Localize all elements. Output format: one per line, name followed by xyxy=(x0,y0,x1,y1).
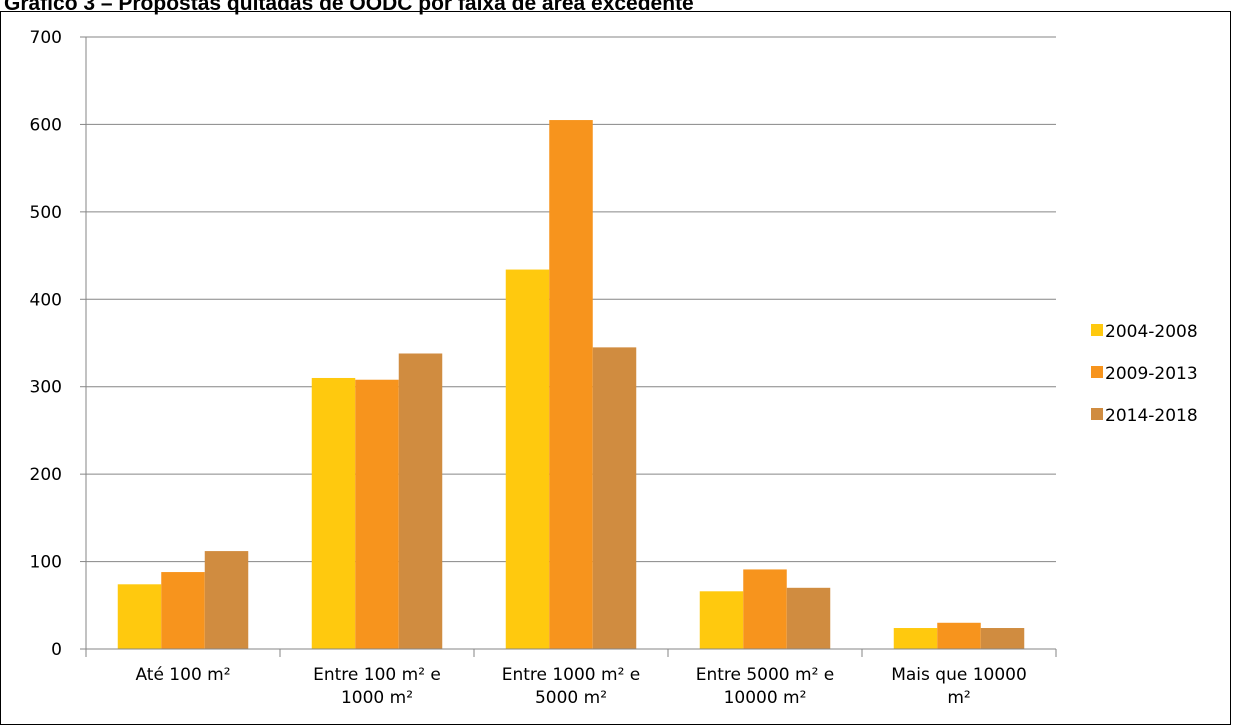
legend-label: 2014-2018 xyxy=(1105,406,1198,426)
y-tick-label: 100 xyxy=(30,553,62,573)
x-category-label: Até 100 m² xyxy=(135,665,230,685)
bar xyxy=(699,591,744,649)
y-tick-label: 500 xyxy=(30,203,62,223)
bar xyxy=(549,120,593,650)
x-category-label: Mais que 10000 xyxy=(891,665,1027,685)
legend-label: 2009-2013 xyxy=(1105,364,1198,384)
x-category-label: Entre 5000 m² e xyxy=(696,665,835,685)
x-category-label: 1000 m² xyxy=(341,688,413,708)
y-tick-label: 300 xyxy=(30,378,62,398)
bar xyxy=(355,379,399,649)
y-tick-label: 200 xyxy=(30,465,62,485)
x-category-label: 10000 m² xyxy=(724,688,807,708)
y-tick-label: 400 xyxy=(30,290,62,310)
x-category-label: m² xyxy=(947,688,970,708)
y-axis: 0 100 200 300 400 500 600 700 xyxy=(30,28,87,660)
bar xyxy=(937,622,981,649)
bars xyxy=(117,120,1025,650)
x-category-label: Entre 100 m² e xyxy=(313,665,441,685)
bar xyxy=(893,628,938,649)
y-tick-label: 600 xyxy=(30,115,62,135)
bar xyxy=(398,353,443,649)
bar xyxy=(204,551,249,649)
bar xyxy=(592,347,637,649)
y-tick-label: 0 xyxy=(51,640,62,660)
y-tick-label: 700 xyxy=(30,28,62,48)
legend-swatch xyxy=(1091,324,1103,336)
x-category-label: Entre 1000 m² e xyxy=(502,665,641,685)
legend: 2004-2008 2009-2013 2014-2018 xyxy=(1091,322,1198,426)
bar xyxy=(743,569,787,649)
bar xyxy=(161,572,205,649)
chart-frame xyxy=(0,11,1231,725)
bar xyxy=(311,377,356,649)
legend-swatch xyxy=(1091,408,1103,420)
legend-label: 2004-2008 xyxy=(1105,322,1198,342)
bar xyxy=(980,628,1025,649)
bar xyxy=(786,587,831,649)
x-category-label: 5000 m² xyxy=(535,688,607,708)
bar xyxy=(505,269,550,649)
legend-swatch xyxy=(1091,366,1103,378)
bar xyxy=(117,584,162,649)
x-axis: Até 100 m² Entre 100 m² e 1000 m² Entre 100… xyxy=(85,648,1057,708)
